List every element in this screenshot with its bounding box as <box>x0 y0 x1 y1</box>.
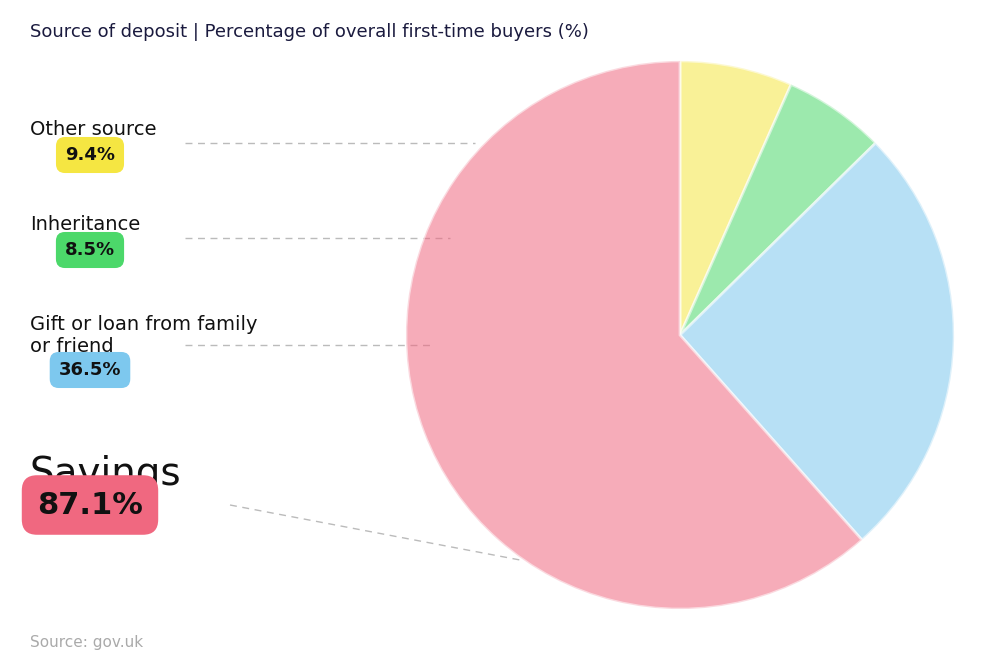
Wedge shape <box>680 84 876 335</box>
Text: Inheritance: Inheritance <box>30 215 140 234</box>
Wedge shape <box>406 61 862 609</box>
Text: 8.5%: 8.5% <box>65 241 115 259</box>
Text: 36.5%: 36.5% <box>59 361 121 379</box>
Text: Gift or loan from family
or friend: Gift or loan from family or friend <box>30 315 258 356</box>
Text: Source: gov.uk: Source: gov.uk <box>30 634 143 649</box>
Text: Savings: Savings <box>30 455 182 493</box>
Text: Other source: Other source <box>30 120 156 139</box>
Wedge shape <box>680 143 954 540</box>
Text: Source of deposit | Percentage of overall first-time buyers (%): Source of deposit | Percentage of overal… <box>30 23 589 41</box>
Text: 87.1%: 87.1% <box>37 490 143 519</box>
Wedge shape <box>680 61 791 335</box>
Text: 9.4%: 9.4% <box>65 146 115 164</box>
